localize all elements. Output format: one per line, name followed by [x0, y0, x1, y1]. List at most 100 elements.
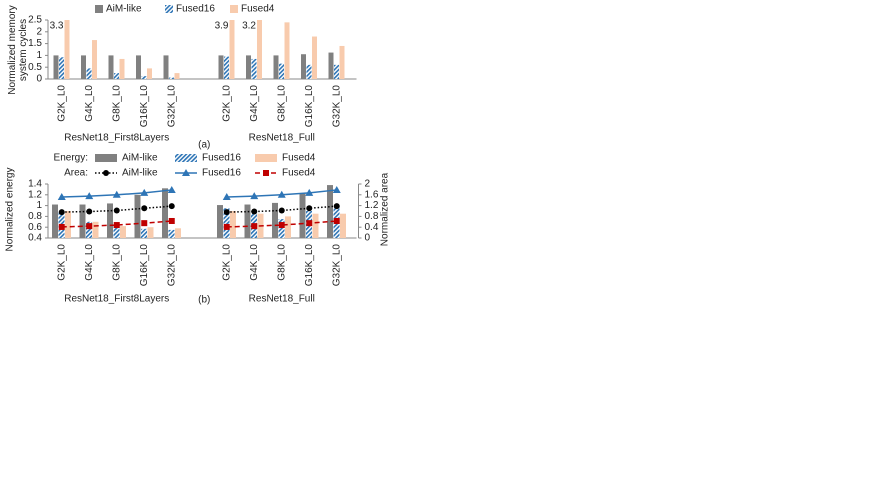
line	[61, 205, 172, 213]
x-tick-label: G8K_L0	[276, 244, 287, 281]
y-tick-label: 1.5	[28, 38, 42, 49]
x-tick-label: G32K_L0	[166, 85, 177, 128]
bar	[59, 57, 64, 79]
line-marker	[167, 185, 176, 193]
line-marker	[278, 207, 285, 214]
y2-tick-label: 0.8	[365, 211, 379, 222]
bar	[114, 73, 119, 79]
bar	[163, 55, 169, 79]
bar	[279, 63, 284, 79]
legend-label: Fused4	[282, 168, 316, 179]
bar	[108, 55, 114, 79]
data-label: 3.9	[215, 21, 229, 32]
y2-tick-label: 1.2	[365, 200, 379, 211]
group-label: ResNet18_First8Layers	[64, 133, 169, 144]
bar	[136, 55, 141, 79]
legend-label: Fused16	[202, 168, 241, 179]
line-marker	[140, 188, 149, 196]
x-tick-label: G32K_L0	[166, 244, 177, 287]
legend-label: Fused4	[241, 4, 275, 15]
x-tick-label: G8K_L0	[276, 85, 287, 122]
bar	[175, 228, 181, 238]
group-label: ResNet18_Full	[249, 133, 315, 144]
bar	[53, 55, 59, 79]
bar	[328, 52, 334, 79]
bar	[301, 54, 306, 79]
y-tick-label: 2	[36, 26, 42, 37]
legend-swatch	[230, 5, 238, 13]
legend-label: Fused16	[176, 4, 215, 15]
bar	[169, 77, 174, 79]
bar	[312, 213, 319, 238]
x-tick-label: G2K_L0	[221, 244, 232, 281]
bar	[284, 22, 290, 79]
line-marker	[250, 192, 259, 200]
line	[226, 205, 337, 213]
bar	[52, 204, 58, 238]
y-axis-label: Normalized energy	[4, 167, 16, 252]
x-tick-label: G16K_L0	[139, 244, 150, 287]
line-marker	[141, 220, 148, 227]
bar	[340, 213, 346, 238]
x-tick-label: G8K_L0	[111, 85, 122, 122]
line-marker	[57, 192, 66, 200]
y-tick-label: 2.5	[28, 15, 42, 26]
bar	[113, 226, 120, 238]
bar	[334, 64, 339, 79]
line-marker	[168, 203, 175, 210]
data-label: 3.2	[242, 21, 256, 32]
bar	[86, 68, 92, 79]
bar	[273, 55, 279, 79]
x-tick-label: G8K_L0	[111, 244, 122, 281]
bar	[92, 221, 99, 238]
bar	[86, 221, 92, 238]
x-tick-label: G32K_L0	[331, 244, 342, 287]
y-tick-label: 1.2	[28, 189, 42, 200]
bar	[306, 64, 312, 79]
bar	[251, 58, 257, 79]
line-marker	[168, 217, 175, 224]
bar	[312, 36, 317, 79]
y-tick-label: 1.4	[28, 179, 42, 190]
line-marker	[113, 207, 120, 214]
line-marker	[223, 223, 230, 230]
x-tick-label: G4K_L0	[84, 85, 95, 122]
bar	[79, 204, 86, 238]
bar	[299, 193, 306, 238]
line-marker	[58, 209, 65, 216]
line-marker	[333, 217, 340, 224]
bar	[162, 188, 168, 238]
y-tick-label: 0.8	[28, 211, 42, 222]
line-marker	[306, 220, 313, 227]
line	[226, 220, 337, 228]
y2-tick-label: 0	[365, 233, 371, 244]
bar	[134, 194, 141, 238]
bar	[339, 45, 345, 79]
line-marker	[251, 223, 258, 230]
bar	[244, 204, 251, 238]
bar	[168, 229, 175, 238]
y-tick-label: 1	[36, 50, 42, 61]
bar	[229, 20, 235, 79]
caption: (b)	[198, 295, 210, 306]
line-marker	[332, 185, 341, 193]
bar	[224, 56, 229, 79]
line-marker	[306, 205, 313, 212]
line-marker	[85, 192, 94, 200]
bar	[257, 20, 262, 79]
bar	[327, 185, 333, 238]
y2-tick-label: 1.6	[365, 189, 379, 200]
bar	[147, 227, 154, 238]
line-marker	[112, 190, 121, 198]
x-tick-label: G16K_L0	[139, 85, 150, 128]
legend-label: Fused16	[202, 153, 241, 164]
bar	[141, 228, 147, 238]
line-marker	[223, 209, 230, 216]
y-tick-label: 0.4	[28, 233, 42, 244]
bar	[174, 73, 180, 79]
group-label: ResNet18_First8Layers	[64, 294, 169, 305]
x-tick-label: G16K_L0	[304, 85, 315, 128]
line-marker	[222, 192, 231, 200]
line	[61, 220, 172, 228]
